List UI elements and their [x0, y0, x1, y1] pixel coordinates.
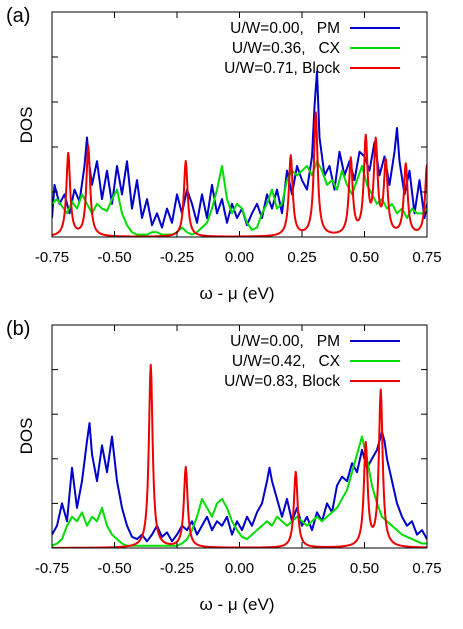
x-tick-label: 0.25 — [287, 560, 316, 577]
panel-label: (a) — [6, 5, 30, 27]
x-tick-label: -0.25 — [160, 249, 194, 266]
legend-label: U/W=0.36, CX — [232, 40, 341, 57]
legend-label: U/W=0.83, Block — [224, 373, 340, 390]
series-line-2 — [52, 435, 427, 547]
panel-a: -0.75 -0.50 -0.25 0.00 0.25 0.50 0.75 (a) DOS ω -… — [6, 5, 442, 303]
legend: U/W=0.00, PM U/W=0.36, CX U/W=0.71, Block — [224, 20, 400, 77]
legend-label: U/W=0.00, PM — [230, 20, 340, 37]
x-tick-label: 0.50 — [350, 249, 379, 266]
panel-label: (b) — [6, 318, 30, 340]
y-axis-label: DOS — [17, 107, 36, 144]
x-tick-label: 0.75 — [412, 249, 441, 266]
x-tick-label: 0.00 — [225, 560, 254, 577]
x-tick-label: -0.75 — [35, 249, 69, 266]
x-tick-label: 0.00 — [225, 249, 254, 266]
series-line-2 — [52, 160, 427, 236]
x-tick-label: -0.25 — [160, 560, 194, 577]
legend: U/W=0.00, PM U/W=0.42, CX U/W=0.83, Block — [224, 333, 400, 390]
x-tick-label: 0.25 — [287, 249, 316, 266]
x-tick-label: 0.75 — [412, 560, 441, 577]
legend-label: U/W=0.00, PM — [230, 333, 340, 350]
series-lines — [52, 70, 427, 237]
x-axis-label: ω - μ (eV) — [199, 595, 274, 614]
y-axis-label: DOS — [17, 418, 36, 455]
series-lines — [52, 363, 427, 548]
x-tick-label: 0.50 — [350, 560, 379, 577]
x-tick-label: -0.50 — [97, 560, 131, 577]
legend-label: U/W=0.71, Block — [224, 60, 340, 77]
series-line-1 — [52, 70, 427, 229]
x-axis-label: ω - μ (eV) — [199, 284, 274, 303]
panel-b: -0.75 -0.50 -0.25 0.00 0.25 0.50 0.75 (b) DOS ω -… — [6, 318, 442, 614]
x-tick-label: -0.75 — [35, 560, 69, 577]
legend-label: U/W=0.42, CX — [232, 353, 341, 370]
x-tick-label: -0.50 — [97, 249, 131, 266]
